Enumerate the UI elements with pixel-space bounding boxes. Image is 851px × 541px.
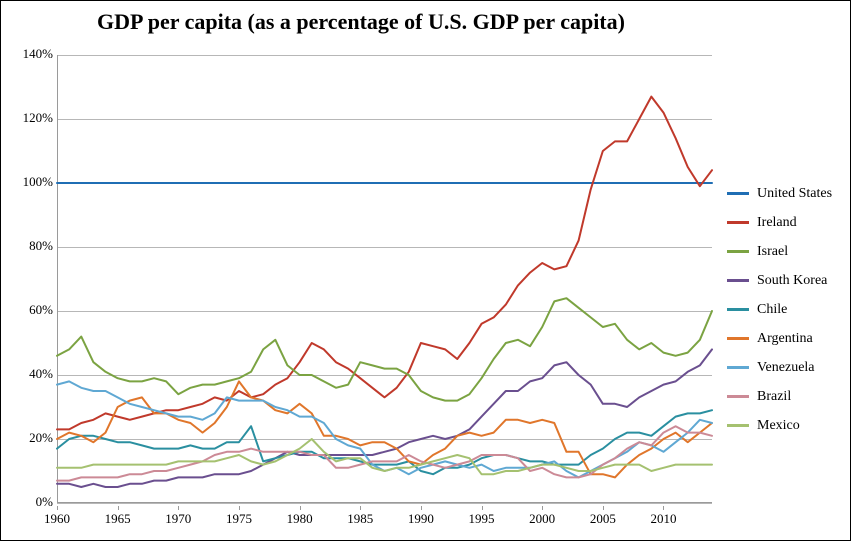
- x-axis-tick-mark: [602, 506, 604, 510]
- x-axis-tick-label: 1980: [286, 511, 313, 526]
- series-line: [56, 380, 713, 479]
- legend-item-label: Ireland: [757, 214, 797, 230]
- legend-item-label: Chile: [757, 301, 788, 317]
- legend-color-swatch: [727, 192, 749, 195]
- y-axis-tick-label: 80%: [29, 238, 53, 253]
- y-axis-tick-label: 100%: [22, 174, 53, 189]
- y-axis-tick-label: 120%: [22, 110, 53, 125]
- x-axis-tick-mark: [238, 506, 240, 510]
- gridline: [57, 439, 712, 440]
- y-axis-tick-label: 140%: [22, 46, 53, 61]
- legend-color-swatch: [727, 279, 749, 282]
- legend-item[interactable]: Argentina: [727, 324, 847, 353]
- x-axis-tick-mark: [420, 506, 422, 510]
- legend-color-swatch: [727, 366, 749, 369]
- legend-color-swatch: [727, 221, 749, 224]
- y-axis-tick-label: 40%: [29, 366, 53, 381]
- legend-item[interactable]: Brazil: [727, 382, 847, 411]
- gridline: [57, 247, 712, 248]
- x-axis-tick-mark: [299, 506, 301, 510]
- x-axis-tick-mark: [663, 506, 665, 510]
- x-axis-tick-mark: [117, 506, 119, 510]
- legend-item-label: Argentina: [757, 330, 813, 346]
- x-axis-labels: 1960 1965 1970 1975 1980 1985 1990 1995 2000 2005…: [44, 506, 712, 530]
- y-axis-tick-label: 60%: [29, 302, 53, 317]
- legend-color-swatch: [727, 337, 749, 340]
- series-line: [56, 380, 713, 479]
- series-line: [56, 409, 713, 476]
- x-axis-tick-label: 2005: [589, 511, 616, 526]
- chart-title: GDP per capita (as a percentage of U.S. …: [97, 9, 625, 34]
- x-axis-tick-mark: [542, 506, 544, 510]
- x-axis-tick-label: 1960: [44, 511, 70, 526]
- plot-area: [56, 55, 713, 504]
- legend-item[interactable]: Ireland: [727, 208, 847, 237]
- legend-item[interactable]: Israel: [727, 237, 847, 266]
- x-axis-tick-mark: [481, 506, 483, 510]
- x-axis-tick-label: 2010: [650, 511, 677, 526]
- gridline: [57, 119, 712, 120]
- legend-item-label: Brazil: [757, 388, 792, 404]
- x-axis-tick-label: 1965: [104, 511, 131, 526]
- legend-item-label: South Korea: [757, 272, 828, 288]
- legend-item-label: United States: [757, 185, 833, 201]
- gridline: [57, 311, 712, 312]
- legend-item-label: Israel: [757, 243, 789, 259]
- x-axis-tick-label: 1970: [165, 511, 192, 526]
- series-line: [56, 297, 713, 402]
- legend-color-swatch: [727, 395, 749, 398]
- plot-frame: [57, 55, 712, 503]
- x-axis-tick-label: 1975: [225, 511, 252, 526]
- x-axis-tick-mark: [57, 506, 58, 510]
- series-line: [56, 425, 713, 482]
- chart-legend: United States Ireland Israel South Korea Chi…: [727, 179, 847, 440]
- legend-item[interactable]: South Korea: [727, 266, 847, 295]
- series-lines: [56, 95, 713, 488]
- y-axis-tick-label: 20%: [29, 430, 53, 445]
- x-axis-tick-mark: [360, 506, 362, 510]
- legend-color-swatch: [727, 424, 749, 427]
- x-axis-tick-label: 1985: [347, 511, 374, 526]
- legend-color-swatch: [727, 308, 749, 311]
- legend-color-swatch: [727, 250, 749, 253]
- series-line: [56, 348, 713, 488]
- x-axis-tick-label: 1995: [468, 511, 495, 526]
- x-axis-tick-label: 1990: [407, 511, 434, 526]
- legend-item[interactable]: Venezuela: [727, 353, 847, 382]
- legend-item[interactable]: Chile: [727, 295, 847, 324]
- series-line: [56, 95, 713, 431]
- legend-item[interactable]: Mexico: [727, 411, 847, 440]
- x-axis-tick-mark: [178, 506, 180, 510]
- series-line: [56, 438, 713, 476]
- legend-item[interactable]: United States: [727, 179, 847, 208]
- x-axis-tick-label: 2000: [529, 511, 556, 526]
- gridline: [57, 503, 712, 504]
- legend-item-label: Venezuela: [757, 359, 815, 375]
- gridline: [57, 55, 712, 56]
- y-axis-tick-label: 0%: [35, 494, 53, 509]
- gridline: [57, 375, 712, 376]
- y-axis-labels: 0% 20% 40% 60% 80% 100% 120% 140%: [1, 46, 53, 509]
- legend-item-label: Mexico: [757, 417, 800, 433]
